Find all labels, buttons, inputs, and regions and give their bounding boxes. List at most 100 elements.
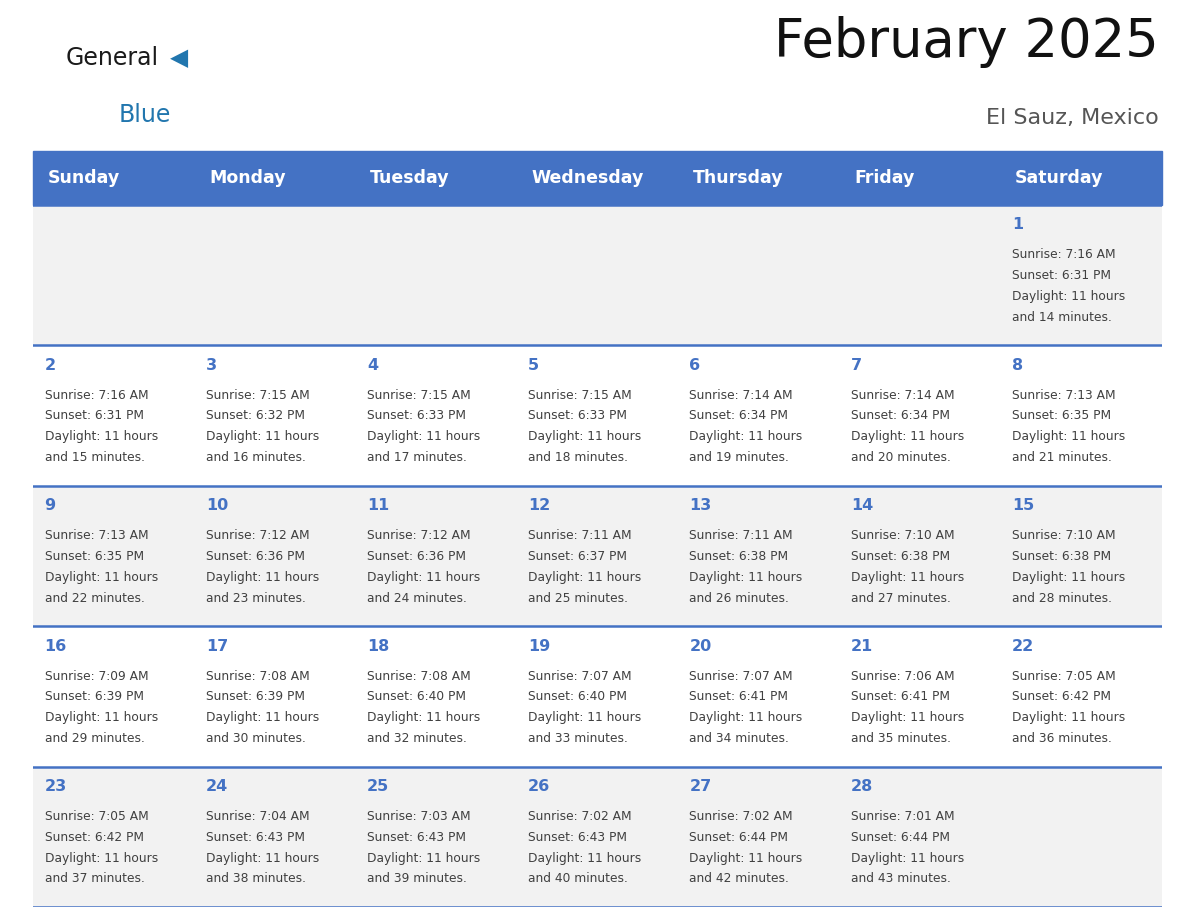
Text: 7: 7 [851,358,861,373]
Text: 21: 21 [851,639,873,654]
Text: Sunrise: 7:10 AM: Sunrise: 7:10 AM [851,529,954,543]
Text: and 20 minutes.: and 20 minutes. [851,451,950,465]
Text: Sunset: 6:33 PM: Sunset: 6:33 PM [367,409,466,422]
Text: Sunrise: 7:07 AM: Sunrise: 7:07 AM [689,669,794,683]
Text: 2: 2 [45,358,56,373]
Text: Sunrise: 7:16 AM: Sunrise: 7:16 AM [1012,248,1116,262]
Text: Sunrise: 7:09 AM: Sunrise: 7:09 AM [45,669,148,683]
Text: Sunset: 6:31 PM: Sunset: 6:31 PM [45,409,144,422]
Text: Sunrise: 7:08 AM: Sunrise: 7:08 AM [367,669,470,683]
Text: Sunrise: 7:15 AM: Sunrise: 7:15 AM [206,388,310,402]
Text: and 34 minutes.: and 34 minutes. [689,732,789,745]
Text: and 21 minutes.: and 21 minutes. [1012,451,1112,465]
Text: Daylight: 11 hours: Daylight: 11 hours [1012,571,1125,584]
Text: Daylight: 11 hours: Daylight: 11 hours [689,571,803,584]
Text: 26: 26 [529,779,550,794]
Text: and 33 minutes.: and 33 minutes. [529,732,628,745]
Text: Daylight: 11 hours: Daylight: 11 hours [689,852,803,865]
Text: Daylight: 11 hours: Daylight: 11 hours [689,711,803,724]
Text: Saturday: Saturday [1015,169,1104,187]
Bar [33,486,1162,626]
Text: and 16 minutes.: and 16 minutes. [206,451,305,465]
Text: Sunset: 6:32 PM: Sunset: 6:32 PM [206,409,305,422]
Text: Sunrise: 7:08 AM: Sunrise: 7:08 AM [206,669,310,683]
Text: and 28 minutes.: and 28 minutes. [1012,591,1112,605]
Text: Sunset: 6:40 PM: Sunset: 6:40 PM [367,690,466,703]
Text: 18: 18 [367,639,390,654]
Text: Sunrise: 7:10 AM: Sunrise: 7:10 AM [1012,529,1116,543]
Text: and 14 minutes.: and 14 minutes. [1012,310,1112,324]
Text: and 19 minutes.: and 19 minutes. [689,451,789,465]
Text: and 27 minutes.: and 27 minutes. [851,591,950,605]
Bar [33,767,1162,907]
Text: Sunrise: 7:05 AM: Sunrise: 7:05 AM [1012,669,1116,683]
Text: Daylight: 11 hours: Daylight: 11 hours [206,852,320,865]
Text: Monday: Monday [209,169,285,187]
Text: 16: 16 [45,639,67,654]
Text: 3: 3 [206,358,217,373]
Text: Sunrise: 7:02 AM: Sunrise: 7:02 AM [689,810,794,823]
Text: 6: 6 [689,358,701,373]
Text: Sunrise: 7:11 AM: Sunrise: 7:11 AM [529,529,632,543]
Text: Daylight: 11 hours: Daylight: 11 hours [367,852,480,865]
Text: 28: 28 [851,779,873,794]
Text: 17: 17 [206,639,228,654]
Text: 25: 25 [367,779,390,794]
Text: Friday: Friday [854,169,915,187]
Text: Sunset: 6:38 PM: Sunset: 6:38 PM [689,550,789,563]
Text: and 30 minutes.: and 30 minutes. [206,732,305,745]
Text: Sunrise: 7:12 AM: Sunrise: 7:12 AM [367,529,470,543]
Text: 1: 1 [1012,218,1023,232]
Text: and 23 minutes.: and 23 minutes. [206,591,305,605]
Text: and 36 minutes.: and 36 minutes. [1012,732,1112,745]
Text: and 29 minutes.: and 29 minutes. [45,732,145,745]
Bar [33,345,1162,486]
Text: 13: 13 [689,498,712,513]
Text: Daylight: 11 hours: Daylight: 11 hours [367,431,480,443]
Text: Sunset: 6:42 PM: Sunset: 6:42 PM [45,831,144,844]
Text: and 26 minutes.: and 26 minutes. [689,591,789,605]
Text: and 32 minutes.: and 32 minutes. [367,732,467,745]
Text: Sunset: 6:36 PM: Sunset: 6:36 PM [367,550,466,563]
Text: Sunset: 6:40 PM: Sunset: 6:40 PM [529,690,627,703]
Bar [33,205,1162,345]
Text: Sunset: 6:31 PM: Sunset: 6:31 PM [1012,269,1111,282]
Text: Sunset: 6:35 PM: Sunset: 6:35 PM [1012,409,1111,422]
Text: Sunrise: 7:06 AM: Sunrise: 7:06 AM [851,669,954,683]
Text: Daylight: 11 hours: Daylight: 11 hours [1012,711,1125,724]
Text: Daylight: 11 hours: Daylight: 11 hours [206,711,320,724]
Text: ◀: ◀ [170,46,188,70]
Text: Sunset: 6:39 PM: Sunset: 6:39 PM [206,690,305,703]
Text: 11: 11 [367,498,390,513]
Text: and 43 minutes.: and 43 minutes. [851,872,950,886]
Bar [33,626,1162,767]
Text: Sunset: 6:42 PM: Sunset: 6:42 PM [1012,690,1111,703]
Text: and 39 minutes.: and 39 minutes. [367,872,467,886]
Text: 14: 14 [851,498,873,513]
Text: Sunset: 6:43 PM: Sunset: 6:43 PM [367,831,466,844]
Text: Sunset: 6:38 PM: Sunset: 6:38 PM [851,550,950,563]
Text: Daylight: 11 hours: Daylight: 11 hours [851,431,963,443]
Text: Sunset: 6:44 PM: Sunset: 6:44 PM [851,831,949,844]
Text: Daylight: 11 hours: Daylight: 11 hours [367,571,480,584]
Text: 4: 4 [367,358,378,373]
Text: Sunset: 6:33 PM: Sunset: 6:33 PM [529,409,627,422]
Text: 5: 5 [529,358,539,373]
Text: El Sauz, Mexico: El Sauz, Mexico [986,108,1158,129]
Text: Sunset: 6:34 PM: Sunset: 6:34 PM [689,409,789,422]
Text: Daylight: 11 hours: Daylight: 11 hours [529,571,642,584]
Text: Sunrise: 7:07 AM: Sunrise: 7:07 AM [529,669,632,683]
Text: Daylight: 11 hours: Daylight: 11 hours [529,431,642,443]
Text: Sunset: 6:39 PM: Sunset: 6:39 PM [45,690,144,703]
Text: Sunrise: 7:13 AM: Sunrise: 7:13 AM [45,529,148,543]
Text: Daylight: 11 hours: Daylight: 11 hours [851,711,963,724]
Text: Daylight: 11 hours: Daylight: 11 hours [206,431,320,443]
Text: 27: 27 [689,779,712,794]
Text: Tuesday: Tuesday [371,169,450,187]
Text: Sunrise: 7:14 AM: Sunrise: 7:14 AM [689,388,794,402]
Text: 10: 10 [206,498,228,513]
Text: 23: 23 [45,779,67,794]
Text: February 2025: February 2025 [773,17,1158,69]
Text: and 37 minutes.: and 37 minutes. [45,872,145,886]
Text: and 40 minutes.: and 40 minutes. [529,872,628,886]
